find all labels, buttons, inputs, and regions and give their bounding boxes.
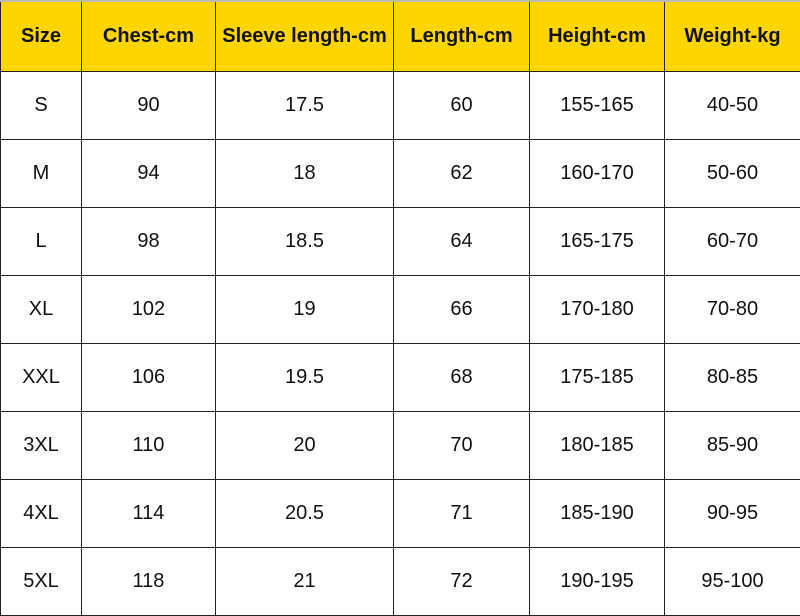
- cell-chest: 94: [82, 140, 216, 208]
- cell-sleeve-length: 20: [216, 412, 394, 480]
- cell-height: 175-185: [530, 344, 665, 412]
- cell-chest: 102: [82, 276, 216, 344]
- header-length: Length-cm: [394, 1, 530, 72]
- cell-height: 185-190: [530, 480, 665, 548]
- cell-chest: 114: [82, 480, 216, 548]
- cell-length: 70: [394, 412, 530, 480]
- cell-height: 165-175: [530, 208, 665, 276]
- cell-chest: 90: [82, 72, 216, 140]
- cell-sleeve-length: 18: [216, 140, 394, 208]
- header-height: Height-cm: [530, 1, 665, 72]
- cell-chest: 110: [82, 412, 216, 480]
- cell-weight: 70-80: [665, 276, 800, 344]
- cell-chest: 106: [82, 344, 216, 412]
- cell-weight: 85-90: [665, 412, 800, 480]
- cell-length: 68: [394, 344, 530, 412]
- cell-chest: 98: [82, 208, 216, 276]
- cell-weight: 80-85: [665, 344, 800, 412]
- cell-height: 160-170: [530, 140, 665, 208]
- cell-height: 170-180: [530, 276, 665, 344]
- cell-size: L: [1, 208, 82, 276]
- header-chest: Chest-cm: [82, 1, 216, 72]
- header-sleeve-length: Sleeve length-cm: [216, 1, 394, 72]
- cell-length: 60: [394, 72, 530, 140]
- cell-size: 4XL: [1, 480, 82, 548]
- cell-sleeve-length: 17.5: [216, 72, 394, 140]
- cell-height: 155-165: [530, 72, 665, 140]
- cell-weight: 60-70: [665, 208, 800, 276]
- cell-size: 3XL: [1, 412, 82, 480]
- cell-weight: 40-50: [665, 72, 800, 140]
- cell-weight: 95-100: [665, 548, 800, 616]
- header-size: Size: [1, 1, 82, 72]
- cell-weight: 90-95: [665, 480, 800, 548]
- cell-weight: 50-60: [665, 140, 800, 208]
- cell-sleeve-length: 21: [216, 548, 394, 616]
- cell-size: S: [1, 72, 82, 140]
- cell-size: XXL: [1, 344, 82, 412]
- cell-sleeve-length: 19: [216, 276, 394, 344]
- cell-sleeve-length: 18.5: [216, 208, 394, 276]
- cell-length: 64: [394, 208, 530, 276]
- cell-length: 71: [394, 480, 530, 548]
- cell-chest: 118: [82, 548, 216, 616]
- cell-size: M: [1, 140, 82, 208]
- cell-size: XL: [1, 276, 82, 344]
- cell-sleeve-length: 20.5: [216, 480, 394, 548]
- cell-height: 190-195: [530, 548, 665, 616]
- header-weight: Weight-kg: [665, 1, 800, 72]
- cell-length: 62: [394, 140, 530, 208]
- cell-length: 66: [394, 276, 530, 344]
- cell-height: 180-185: [530, 412, 665, 480]
- cell-sleeve-length: 19.5: [216, 344, 394, 412]
- cell-size: 5XL: [1, 548, 82, 616]
- cell-length: 72: [394, 548, 530, 616]
